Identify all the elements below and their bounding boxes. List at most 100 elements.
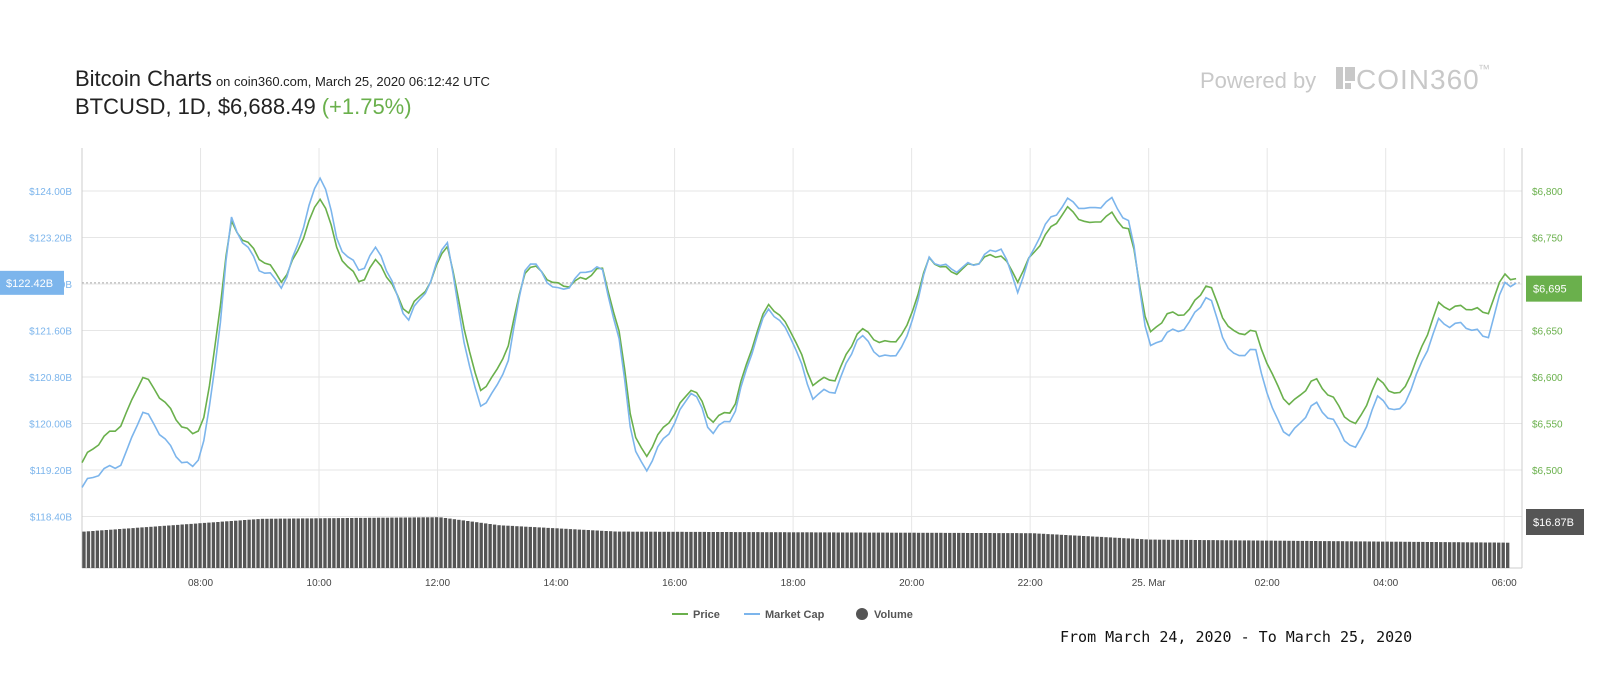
volume-bar xyxy=(1184,539,1189,568)
volume-bar xyxy=(1407,541,1412,568)
volume-bar xyxy=(287,518,291,568)
volume-bar xyxy=(751,532,756,568)
volume-bar xyxy=(1086,536,1090,568)
volume-bar xyxy=(1363,541,1367,568)
volume-bar xyxy=(939,532,943,568)
volume-bar xyxy=(858,532,863,568)
date-range-caption: From March 24, 2020 - To March 25, 2020 xyxy=(1060,628,1413,646)
volume-bar xyxy=(1461,542,1465,568)
volume-bar xyxy=(1077,535,1081,568)
volume-bar xyxy=(144,527,149,568)
legend-price[interactable]: Price xyxy=(672,609,720,621)
volume-current-badge: $16.87B xyxy=(1526,509,1584,535)
volume-bar xyxy=(800,532,805,568)
volume-bar xyxy=(1175,539,1180,568)
volume-bar xyxy=(1305,540,1309,568)
volume-bar xyxy=(95,530,100,568)
volume-bar xyxy=(849,532,854,568)
volume-bar xyxy=(809,532,814,568)
volume-bar xyxy=(827,532,831,568)
x-tick-label: 06:00 xyxy=(1492,578,1517,589)
volume-bar xyxy=(1323,541,1327,568)
right-tick-label: $6,800 xyxy=(1532,187,1563,198)
volume-bar xyxy=(296,518,300,568)
x-axis-ticks: 08:00 10:00 12:00 14:00 16:00 18:00 20:00 22:00… xyxy=(188,578,1517,589)
volume-bar xyxy=(1497,542,1501,568)
volume-bar xyxy=(1233,540,1238,568)
volume-bar xyxy=(216,522,220,568)
volume-bar xyxy=(1095,536,1099,568)
volume-bar xyxy=(1331,541,1336,568)
volume-bar xyxy=(1367,541,1371,568)
legend-market-cap[interactable]: Market Cap xyxy=(744,609,825,621)
volume-bar xyxy=(1421,541,1425,568)
volume-bar xyxy=(640,531,644,568)
volume-bar xyxy=(1269,540,1273,568)
volume-bar xyxy=(439,517,443,568)
volume-bar xyxy=(1211,540,1215,568)
volume-bar xyxy=(394,517,399,568)
volume-bar xyxy=(1202,540,1206,568)
volume-bar xyxy=(345,518,349,568)
volume-bar xyxy=(1037,533,1041,568)
volume-bar xyxy=(1068,535,1072,568)
volume-bar xyxy=(1059,534,1064,568)
volume-bar xyxy=(1318,541,1322,568)
x-tick-label: 16:00 xyxy=(662,578,687,589)
volume-bar xyxy=(729,532,733,568)
left-tick-label: $120.00B xyxy=(29,420,72,431)
right-tick-label: $6,550 xyxy=(1532,420,1563,431)
left-tick-label: $124.00B xyxy=(29,187,72,198)
right-axis-ticks: $6,800$6,750$6,700$6,650$6,600$6,550$6,5… xyxy=(1532,187,1563,477)
volume-bar xyxy=(488,524,492,568)
volume-bar xyxy=(91,531,95,568)
volume-bar xyxy=(1434,542,1438,568)
volume-bar xyxy=(635,531,640,568)
volume-bar xyxy=(1064,535,1068,568)
grid-horizontal xyxy=(82,190,1522,517)
volume-bar xyxy=(1099,536,1104,568)
volume-bar xyxy=(256,519,260,568)
volume-bar xyxy=(1162,539,1166,568)
volume-bar xyxy=(381,517,385,568)
volume-bar xyxy=(109,529,113,568)
volume-bar xyxy=(573,529,577,568)
volume-bar xyxy=(1381,541,1385,568)
volume-bar xyxy=(1273,540,1278,568)
volume-bar xyxy=(988,533,992,568)
volume-bar xyxy=(501,525,506,568)
right-tick-label: $6,650 xyxy=(1532,327,1563,338)
volume-bar xyxy=(742,532,747,568)
volume-bar xyxy=(845,532,849,568)
volume-bar xyxy=(1354,541,1358,568)
volume-bar xyxy=(265,518,269,568)
volume-bar xyxy=(412,517,416,568)
svg-text:Price: Price xyxy=(693,609,720,621)
volume-bar xyxy=(229,521,233,568)
x-tick-label: 22:00 xyxy=(1018,578,1043,589)
volume-bar xyxy=(1010,533,1014,568)
volume-bar xyxy=(1247,540,1251,568)
legend-volume[interactable]: Volume xyxy=(856,608,913,621)
volume-bar xyxy=(684,531,689,568)
right-tick-label: $6,600 xyxy=(1532,373,1563,384)
svg-text:Volume: Volume xyxy=(874,609,913,621)
volume-bar xyxy=(1050,534,1055,568)
volume-bar xyxy=(470,521,474,568)
volume-bar xyxy=(1327,541,1331,568)
chart-title: Bitcoin Charts on coin360.com, March 25, … xyxy=(75,66,490,91)
volume-bar xyxy=(292,518,296,568)
volume-bar xyxy=(247,519,251,568)
volume-bar xyxy=(600,530,604,568)
volume-bar xyxy=(475,522,479,568)
interval-label: 1D, xyxy=(178,94,212,119)
volume-bar xyxy=(537,527,541,568)
volume-bar xyxy=(479,522,483,568)
volume-bar xyxy=(1140,539,1144,568)
volume-bar xyxy=(1287,540,1291,568)
volume-bar xyxy=(434,517,439,568)
volume-bar xyxy=(925,532,930,568)
volume-bar xyxy=(82,531,86,568)
x-tick-label: 10:00 xyxy=(307,578,332,589)
volume-bar xyxy=(555,528,559,568)
